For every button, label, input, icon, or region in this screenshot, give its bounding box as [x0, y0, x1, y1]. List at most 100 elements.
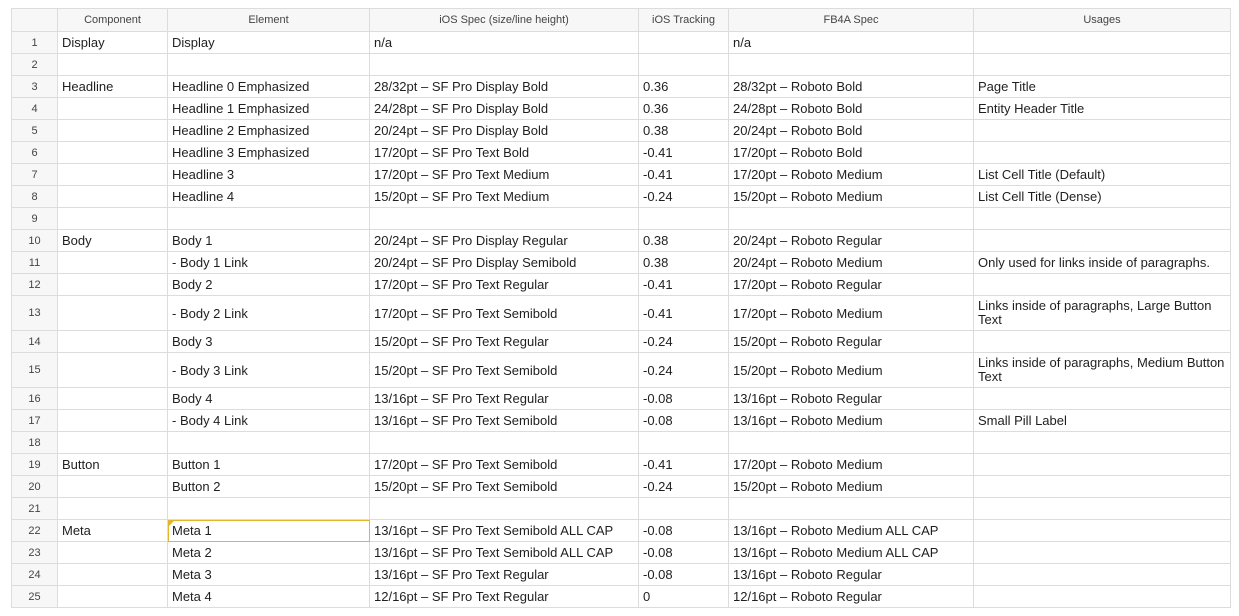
row-number[interactable]: 13: [11, 295, 58, 331]
cell-component[interactable]: [57, 585, 168, 608]
row-number[interactable]: 12: [11, 273, 58, 296]
cell-fb4a-spec[interactable]: 17/20pt – Roboto Regular: [728, 273, 974, 296]
row-number[interactable]: 3: [11, 75, 58, 98]
cell-component[interactable]: [57, 431, 168, 454]
cell-ios-spec[interactable]: 17/20pt – SF Pro Text Medium: [369, 163, 639, 186]
cell-ios-spec[interactable]: 24/28pt – SF Pro Display Bold: [369, 97, 639, 120]
cell-element[interactable]: Meta 3: [167, 563, 370, 586]
cell-component[interactable]: Body: [57, 229, 168, 252]
cell-ios-tracking[interactable]: -0.41: [638, 163, 729, 186]
cell-component[interactable]: [57, 295, 168, 331]
cell-ios-spec[interactable]: 20/24pt – SF Pro Display Semibold: [369, 251, 639, 274]
cell-usages[interactable]: [973, 453, 1231, 476]
cell-ios-spec[interactable]: [369, 207, 639, 230]
row-number[interactable]: 8: [11, 185, 58, 208]
cell-ios-tracking[interactable]: 0.38: [638, 119, 729, 142]
cell-component[interactable]: [57, 352, 168, 388]
cell-fb4a-spec[interactable]: 17/20pt – Roboto Medium: [728, 295, 974, 331]
cell-fb4a-spec[interactable]: 24/28pt – Roboto Bold: [728, 97, 974, 120]
cell-ios-spec[interactable]: 17/20pt – SF Pro Text Bold: [369, 141, 639, 164]
cell-ios-tracking[interactable]: -0.41: [638, 273, 729, 296]
cell-component[interactable]: [57, 563, 168, 586]
cell-ios-tracking[interactable]: [638, 31, 729, 54]
cell-usages[interactable]: [973, 31, 1231, 54]
cell-ios-spec[interactable]: 20/24pt – SF Pro Display Bold: [369, 119, 639, 142]
cell-element[interactable]: Headline 3 Emphasized: [167, 141, 370, 164]
cell-usages[interactable]: [973, 475, 1231, 498]
cell-fb4a-spec[interactable]: n/a: [728, 31, 974, 54]
cell-element[interactable]: Meta 4: [167, 585, 370, 608]
cell-ios-tracking[interactable]: 0.36: [638, 97, 729, 120]
cell-ios-tracking[interactable]: -0.24: [638, 352, 729, 388]
cell-ios-tracking[interactable]: [638, 53, 729, 76]
row-number[interactable]: 17: [11, 409, 58, 432]
cell-ios-tracking[interactable]: -0.41: [638, 453, 729, 476]
cell-fb4a-spec[interactable]: 17/20pt – Roboto Medium: [728, 453, 974, 476]
cell-element[interactable]: [167, 497, 370, 520]
cell-ios-spec[interactable]: 15/20pt – SF Pro Text Semibold: [369, 475, 639, 498]
cell-usages[interactable]: [973, 541, 1231, 564]
cell-component[interactable]: Meta: [57, 519, 168, 542]
cell-ios-tracking[interactable]: 0.36: [638, 75, 729, 98]
cell-element[interactable]: - Body 1 Link: [167, 251, 370, 274]
cell-ios-tracking[interactable]: -0.24: [638, 330, 729, 353]
row-number[interactable]: 19: [11, 453, 58, 476]
column-header-element[interactable]: Element: [167, 8, 370, 32]
cell-usages[interactable]: [973, 519, 1231, 542]
cell-component[interactable]: Headline: [57, 75, 168, 98]
cell-element[interactable]: [167, 53, 370, 76]
select-all-corner[interactable]: [11, 8, 58, 32]
cell-ios-spec[interactable]: [369, 497, 639, 520]
cell-element[interactable]: Button 1: [167, 453, 370, 476]
row-number[interactable]: 5: [11, 119, 58, 142]
cell-element[interactable]: Button 2: [167, 475, 370, 498]
cell-ios-spec[interactable]: n/a: [369, 31, 639, 54]
cell-element[interactable]: Display: [167, 31, 370, 54]
column-header-fb4a-spec[interactable]: FB4A Spec: [728, 8, 974, 32]
cell-ios-tracking[interactable]: -0.08: [638, 519, 729, 542]
row-number[interactable]: 6: [11, 141, 58, 164]
row-number[interactable]: 4: [11, 97, 58, 120]
cell-component[interactable]: [57, 330, 168, 353]
cell-usages[interactable]: List Cell Title (Default): [973, 163, 1231, 186]
cell-fb4a-spec[interactable]: 17/20pt – Roboto Bold: [728, 141, 974, 164]
cell-fb4a-spec[interactable]: 15/20pt – Roboto Medium: [728, 352, 974, 388]
cell-component[interactable]: [57, 409, 168, 432]
cell-ios-spec[interactable]: 15/20pt – SF Pro Text Regular: [369, 330, 639, 353]
row-number[interactable]: 9: [11, 207, 58, 230]
cell-component[interactable]: [57, 163, 168, 186]
cell-ios-spec[interactable]: 13/16pt – SF Pro Text Semibold: [369, 409, 639, 432]
cell-usages[interactable]: Links inside of paragraphs, Large Button…: [973, 295, 1231, 331]
cell-usages[interactable]: [973, 229, 1231, 252]
cell-ios-tracking[interactable]: 0.38: [638, 229, 729, 252]
cell-element[interactable]: Headline 2 Emphasized: [167, 119, 370, 142]
cell-fb4a-spec[interactable]: 15/20pt – Roboto Medium: [728, 475, 974, 498]
cell-ios-spec[interactable]: 20/24pt – SF Pro Display Regular: [369, 229, 639, 252]
column-header-usages[interactable]: Usages: [973, 8, 1231, 32]
cell-element[interactable]: [167, 207, 370, 230]
cell-fb4a-spec[interactable]: 13/16pt – Roboto Regular: [728, 563, 974, 586]
row-number[interactable]: 14: [11, 330, 58, 353]
cell-ios-spec[interactable]: 17/20pt – SF Pro Text Semibold: [369, 295, 639, 331]
cell-component[interactable]: [57, 387, 168, 410]
cell-ios-spec[interactable]: 17/20pt – SF Pro Text Regular: [369, 273, 639, 296]
row-number[interactable]: 18: [11, 431, 58, 454]
cell-fb4a-spec[interactable]: 12/16pt – Roboto Regular: [728, 585, 974, 608]
cell-element[interactable]: Meta 2: [167, 541, 370, 564]
cell-ios-spec[interactable]: [369, 53, 639, 76]
cell-fb4a-spec[interactable]: 13/16pt – Roboto Regular: [728, 387, 974, 410]
cell-ios-spec[interactable]: 15/20pt – SF Pro Text Medium: [369, 185, 639, 208]
cell-element[interactable]: - Body 3 Link: [167, 352, 370, 388]
cell-ios-tracking[interactable]: -0.08: [638, 409, 729, 432]
row-number[interactable]: 7: [11, 163, 58, 186]
cell-fb4a-spec[interactable]: [728, 207, 974, 230]
cell-ios-tracking[interactable]: -0.08: [638, 541, 729, 564]
row-number[interactable]: 20: [11, 475, 58, 498]
row-number[interactable]: 16: [11, 387, 58, 410]
cell-usages[interactable]: Entity Header Title: [973, 97, 1231, 120]
cell-ios-spec[interactable]: 13/16pt – SF Pro Text Regular: [369, 563, 639, 586]
cell-ios-tracking[interactable]: [638, 207, 729, 230]
row-number[interactable]: 22: [11, 519, 58, 542]
cell-fb4a-spec[interactable]: 13/16pt – Roboto Medium ALL CAP: [728, 541, 974, 564]
cell-ios-tracking[interactable]: 0.38: [638, 251, 729, 274]
